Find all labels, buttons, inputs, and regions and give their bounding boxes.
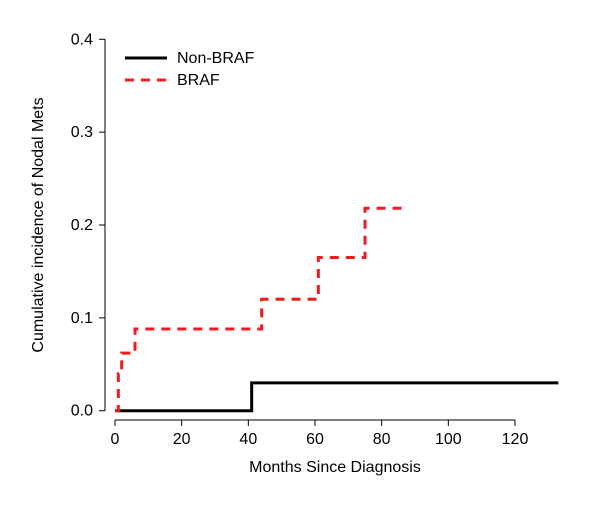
chart-container: 0 20 40 60 80 100 120 0.0 0.1 0.2 0.3 0.4 Months Sin… [0,0,604,506]
y-tick-label: 0.1 [71,310,93,327]
legend-label: BRAF [177,72,220,89]
legend-label: Non-BRAF [177,50,255,67]
x-tick-label: 60 [306,431,324,448]
y-tick-label: 0.4 [71,31,93,48]
x-tick-label: 80 [373,431,391,448]
y-tick-label: 0.3 [71,124,93,141]
x-tick-label: 0 [111,431,120,448]
x-tick-label: 120 [502,431,529,448]
y-tick-label: 0.0 [71,403,93,420]
y-axis-title: Cumulative incidence of Nodal Mets [30,97,47,352]
x-tick-label: 100 [435,431,462,448]
x-axis-title: Months Since Diagnosis [249,459,421,476]
chart-svg: 0 20 40 60 80 100 120 0.0 0.1 0.2 0.3 0.4 Months Sin… [0,0,604,506]
x-tick-label: 40 [239,431,257,448]
y-tick-label: 0.2 [71,217,93,234]
x-tick-label: 20 [173,431,191,448]
